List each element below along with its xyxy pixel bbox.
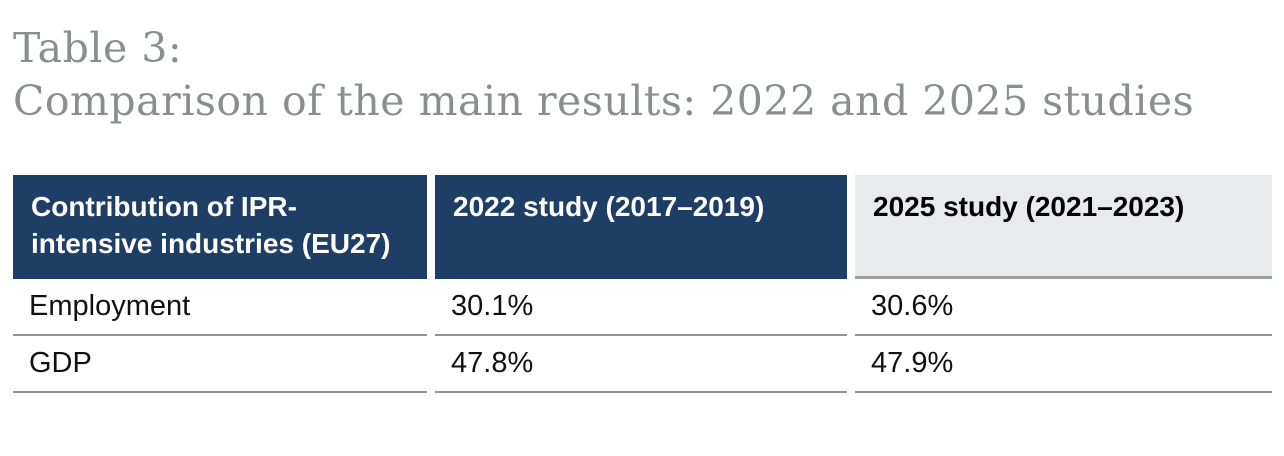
table-number: Table 3: [13, 24, 183, 72]
header-2025-study: 2025 study (2021–2023) [855, 175, 1272, 279]
table-caption: Comparison of the main results: 2022 and… [13, 77, 1195, 125]
row-gdp-2022-value: 47.8% [435, 336, 847, 393]
row-employment-2025-value: 30.6% [855, 279, 1272, 336]
row-gdp-label: GDP [13, 336, 427, 393]
row-employment-2022-value: 30.1% [435, 279, 847, 336]
header-2022-study: 2022 study (2017–2019) [435, 175, 847, 279]
comparison-table: Contribution of IPR-intensive industries… [13, 175, 1272, 393]
row-employment-label: Employment [13, 279, 427, 336]
header-contribution-ipr-industries: Contribution of IPR-intensive industries… [13, 175, 427, 279]
row-gdp-2025-value: 47.9% [855, 336, 1272, 393]
page-title: Table 3: Comparison of the main results:… [13, 22, 1194, 128]
